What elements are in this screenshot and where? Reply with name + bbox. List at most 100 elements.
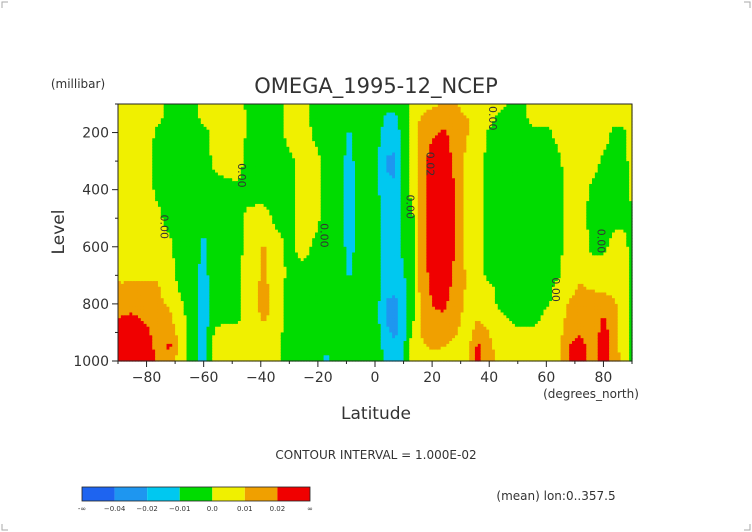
contour-cell [172,221,176,225]
contour-cell [269,243,273,248]
contour-cell [140,283,145,288]
contour-cell [237,123,242,128]
contour-cell [120,263,125,268]
contour-cell [157,158,162,162]
contour-cell [229,161,233,165]
contour-cell [143,172,148,176]
contour-cell [177,246,182,251]
contour-cell [183,172,188,176]
contour-cell [217,149,222,154]
contour-cell [220,312,225,316]
contour-cell [263,323,268,328]
contour-cell [146,189,151,194]
contour-cell [263,152,268,156]
contour-cell [192,123,196,128]
contour-cell [223,283,228,288]
contour-cell [269,318,273,322]
contour-cell [180,341,185,345]
contour-cell [252,235,256,239]
contour-cell [186,306,190,311]
contour-cell [149,158,153,162]
contour-cell [197,241,202,245]
contour-cell [269,278,273,282]
contour-cell [166,183,170,188]
contour-cell [266,312,270,316]
contour-cell [149,323,153,328]
contour-cell [135,326,139,331]
contour-cell [197,286,202,291]
contour-cell [140,335,145,339]
contour-cell [195,326,199,331]
contour-cell [192,175,196,179]
contour-cell [206,172,210,176]
contour-cell [146,135,151,139]
contour-cell [269,109,273,114]
contour-cell [269,178,273,182]
contour-cell [220,318,225,322]
contour-cell [220,158,225,162]
contour-cell [232,203,236,208]
contour-cell [252,138,256,142]
contour-cell [220,198,225,202]
contour-cell [177,141,182,145]
contour-cell [155,135,159,139]
contour-cell [149,269,153,274]
contour-cell [197,226,202,231]
contour-cell [206,198,210,202]
contour-cell [223,158,228,162]
contour-cell [163,109,168,114]
contour-cell [169,321,173,325]
contour-cell [212,315,216,319]
contour-cell [257,195,262,199]
contour-cell [169,326,173,331]
contour-cell [215,321,219,325]
contour-cell [126,163,131,168]
contour-cell [257,223,262,228]
contour-cell [132,115,136,119]
contour-cell [163,309,168,314]
contour-cell [166,341,170,345]
contour-cell [123,129,128,134]
contour-cell [180,286,185,291]
contour-cell [263,129,268,134]
contour-cell [152,226,156,231]
contour-cell [235,275,239,279]
contour-cell [237,269,242,274]
contour-cell [180,155,185,159]
contour-cell [123,195,128,199]
contour-cell [212,226,216,231]
contour-cell [163,281,168,285]
contour-cell [129,243,133,248]
contour-cell [237,126,242,131]
contour-cell [143,198,148,202]
contour-cell [132,118,136,122]
contour-cell [260,315,265,319]
contour-cell [123,332,128,336]
contour-cell [157,152,162,156]
contour-cell [243,209,248,214]
contour-cell [140,183,145,188]
contour-cell [237,263,242,268]
contour-cell [237,172,242,176]
contour-cell [175,261,179,265]
contour-cell [223,172,228,176]
contour-cell [146,318,151,322]
contour-cell [149,343,153,348]
contour-cell [209,175,213,179]
contour-cell [232,243,236,248]
contour-cell [260,223,265,228]
contour-cell [175,243,179,248]
contour-cell [212,258,216,262]
contour-cell [232,343,236,348]
contour-cell [237,292,242,296]
contour-cell [212,318,216,322]
contour-cell [140,126,145,131]
contour-cell [243,166,248,171]
contour-cell [118,312,122,316]
contour-cell [266,261,270,265]
contour-cell [229,135,233,139]
contour-cell [140,195,145,199]
contour-cell [266,263,270,268]
contour-cell [192,138,196,142]
contour-cell [126,129,131,134]
